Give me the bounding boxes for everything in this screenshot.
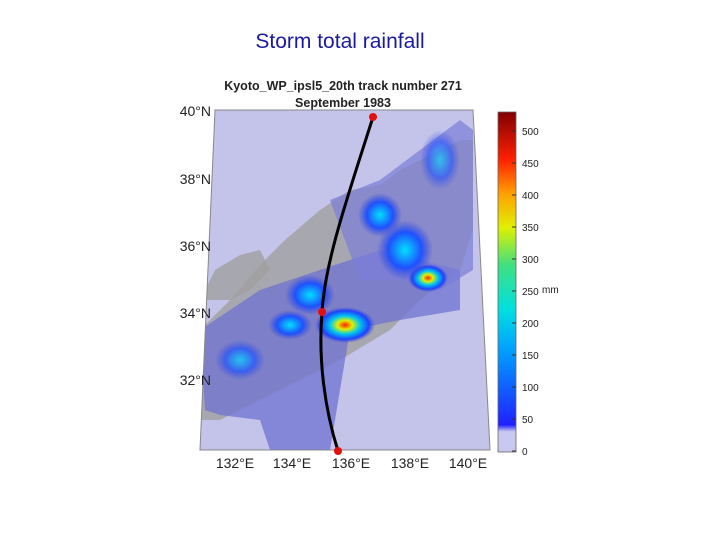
colorbar-unit: mm — [542, 285, 559, 296]
colorbar-tick-label: 400 — [522, 191, 539, 202]
colorbar-tick-label: 100 — [522, 383, 539, 394]
colorbar-tick-label: 150 — [522, 351, 539, 362]
colorbar — [497, 111, 517, 453]
colorbar-tick-label: 350 — [522, 223, 539, 234]
lon-label: 140°E — [449, 455, 487, 471]
lon-label: 138°E — [391, 455, 429, 471]
colorbar-tick-label: 50 — [522, 415, 534, 426]
map-frame — [199, 109, 491, 451]
map-subtitle: September 1983 — [295, 96, 391, 110]
map-title: Kyoto_WP_ipsl5_20th track number 271 — [224, 79, 462, 93]
colorbar-tick-label: 500 — [522, 127, 539, 138]
colorbar-tick-label: 300 — [522, 255, 539, 266]
track-point — [334, 447, 342, 455]
lat-label: 36°N — [180, 238, 211, 254]
storm-track — [319, 116, 375, 452]
axis-labels: 40°N 38°N 36°N 34°N 32°N 132°E 134°E 136°E 138°E… — [180, 103, 559, 471]
lon-label: 134°E — [273, 455, 311, 471]
lat-label: 38°N — [180, 171, 211, 187]
colorbar-tick-label: 200 — [522, 319, 539, 330]
lat-label: 40°N — [180, 103, 211, 119]
lat-label: 32°N — [180, 372, 211, 388]
track-point — [318, 308, 326, 316]
colorbar-tick-label: 0 — [522, 447, 528, 458]
track-point — [369, 113, 377, 121]
lat-label: 34°N — [180, 305, 211, 321]
rainfall-map — [200, 110, 490, 450]
slide-title: Storm total rainfall — [255, 30, 424, 53]
colorbar-tick-label: 450 — [522, 159, 539, 170]
lon-label: 136°E — [332, 455, 370, 471]
colorbar-tick-label: 250 — [522, 287, 539, 298]
lon-label: 132°E — [216, 455, 254, 471]
